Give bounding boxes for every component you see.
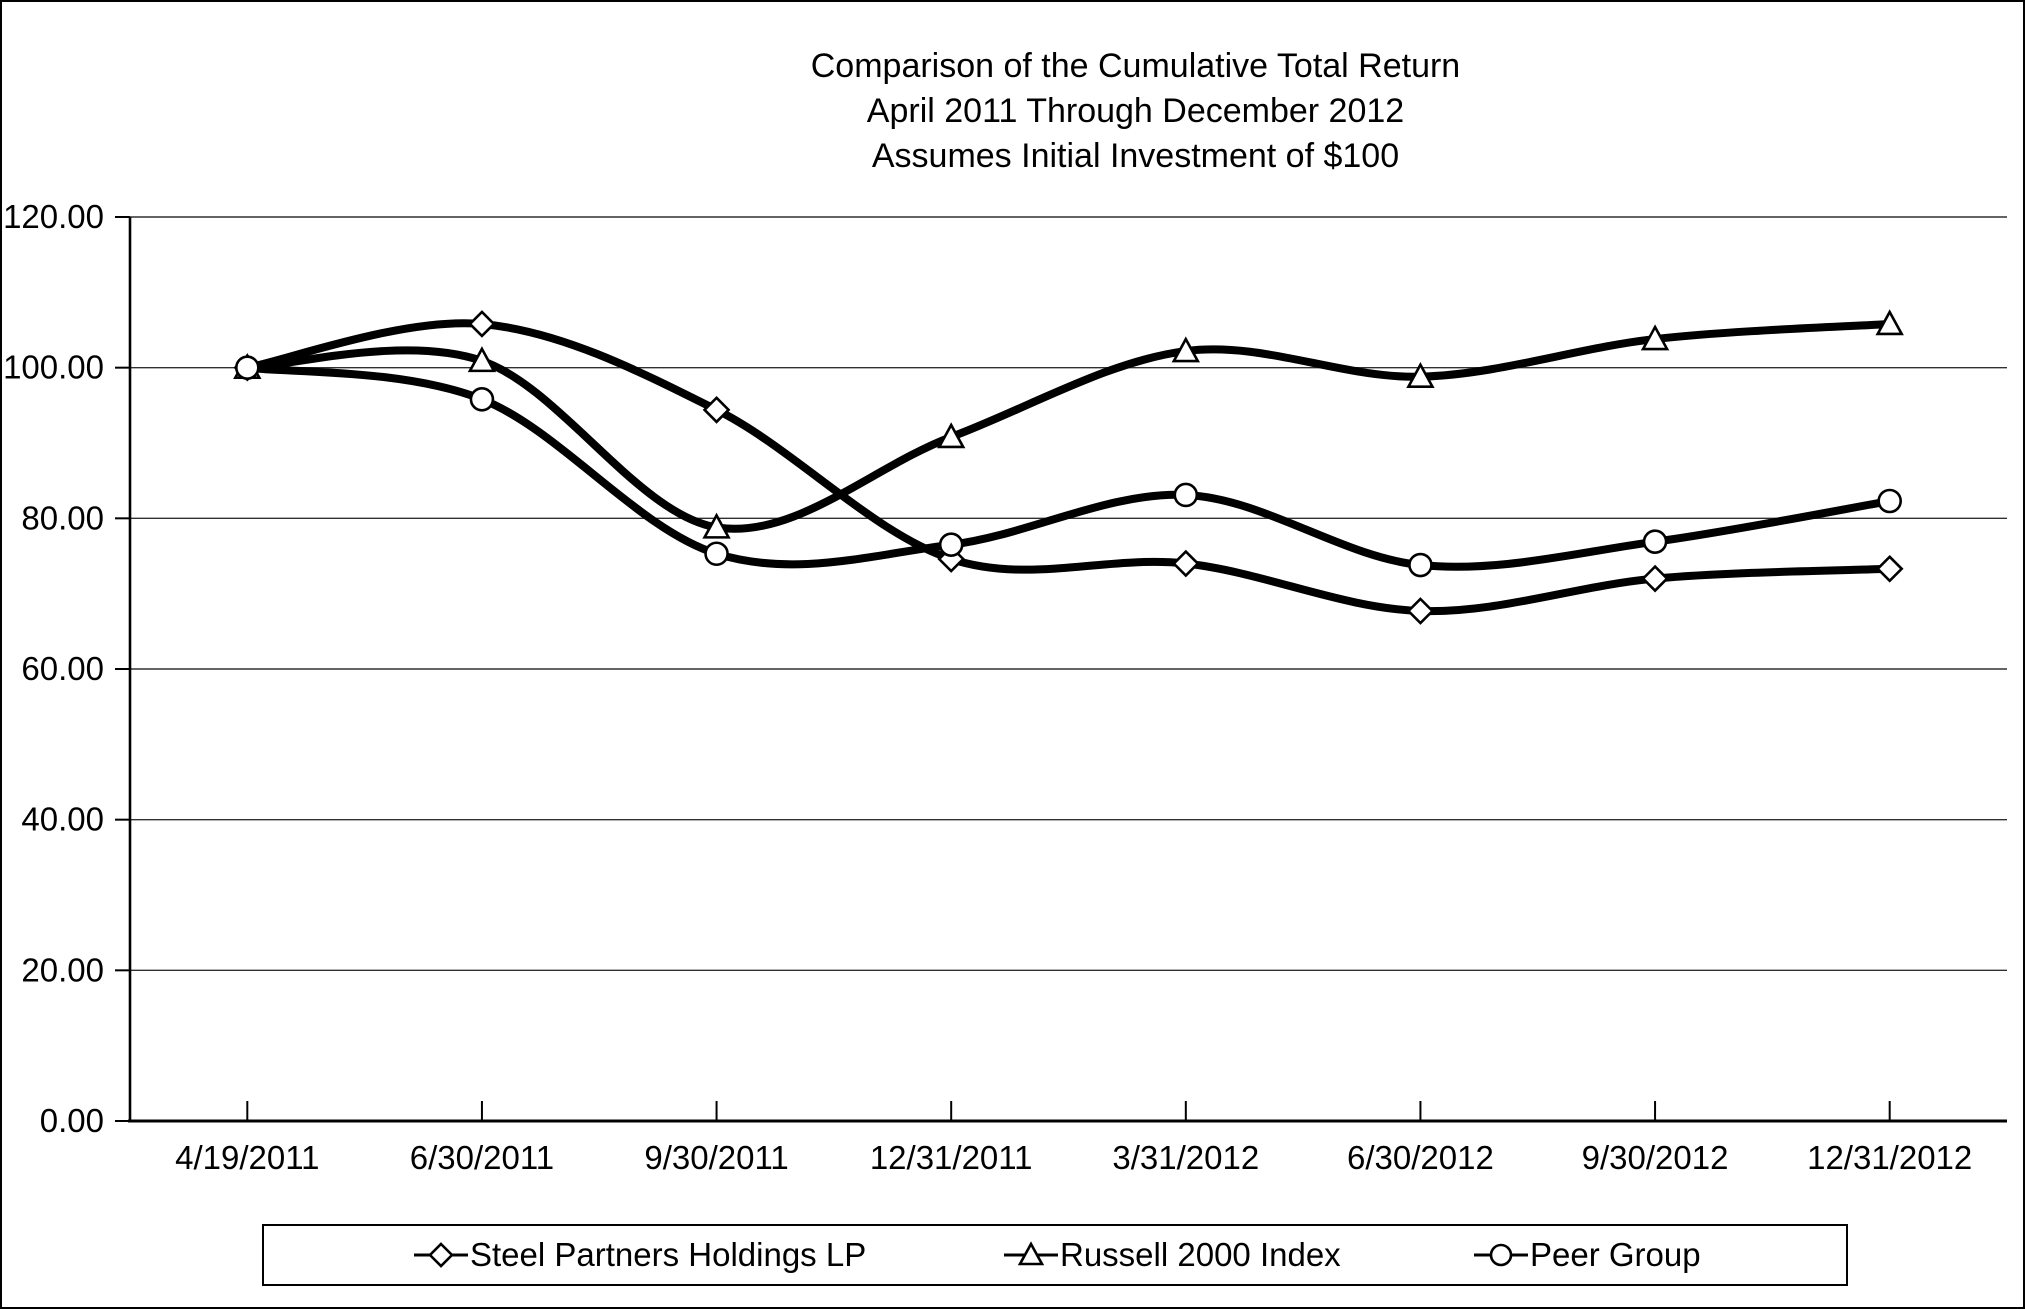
series-line-peer-group	[243, 363, 1894, 571]
series-markers-russell-2000-index	[233, 309, 1904, 539]
y-tick-labels: 0.00 20.00 40.00 60.00 80.00 100.00 120.00	[3, 198, 104, 1139]
chart-title-line-3: Assumes Initial Investment of $100	[871, 137, 1400, 175]
svg-text:120.00: 120.00	[3, 198, 104, 235]
legend-box: Steel Partners Holdings LP Russell 2000 …	[262, 1224, 1848, 1286]
series-line-steel-partners-holdings-lp	[243, 319, 1894, 616]
legend-label-russell-2000: Russell 2000 Index	[1060, 1236, 1341, 1273]
svg-text:40.00: 40.00	[21, 801, 104, 838]
svg-text:0.00: 0.00	[40, 1102, 104, 1139]
legend-label-peer-group: Peer Group	[1530, 1236, 1701, 1273]
chart-title-line-2: April 2011 Through December 2012	[866, 92, 1405, 130]
diamond-marker-icon	[414, 1242, 468, 1268]
svg-text:4/19/2011: 4/19/2011	[175, 1139, 319, 1176]
legend-item-steel-partners: Steel Partners Holdings LP	[412, 1236, 866, 1274]
tick-marks	[115, 216, 1891, 1122]
svg-text:20.00: 20.00	[21, 951, 104, 988]
svg-text:60.00: 60.00	[21, 650, 104, 687]
series-markers-peer-group	[235, 355, 1902, 578]
svg-text:6/30/2011: 6/30/2011	[410, 1139, 554, 1176]
chart-title-line-1: Comparison of the Cumulative Total Retur…	[810, 47, 1461, 85]
svg-text:9/30/2012: 9/30/2012	[1582, 1139, 1729, 1176]
svg-text:9/30/2011: 9/30/2011	[644, 1139, 788, 1176]
circle-marker-icon	[1474, 1243, 1528, 1267]
legend-item-peer-group: Peer Group	[1472, 1236, 1701, 1274]
svg-text:6/30/2012: 6/30/2012	[1347, 1139, 1494, 1176]
series-line-russell-2000-index	[243, 319, 1894, 533]
svg-text:12/31/2011: 12/31/2011	[870, 1139, 1033, 1176]
x-tick-labels: 4/19/2011 6/30/2011 9/30/2011 12/31/2011 3/3…	[175, 1139, 1972, 1176]
chart-title: Comparison of the Cumulative Total Retur…	[252, 44, 2019, 179]
triangle-marker-icon	[1004, 1241, 1058, 1266]
svg-text:80.00: 80.00	[21, 499, 104, 536]
legend-label-steel-partners: Steel Partners Holdings LP	[470, 1236, 867, 1273]
svg-text:12/31/2012: 12/31/2012	[1807, 1139, 1972, 1176]
legend-item-russell-2000: Russell 2000 Index	[1002, 1236, 1341, 1274]
svg-text:3/31/2012: 3/31/2012	[1112, 1139, 1259, 1176]
svg-text:100.00: 100.00	[3, 349, 104, 386]
